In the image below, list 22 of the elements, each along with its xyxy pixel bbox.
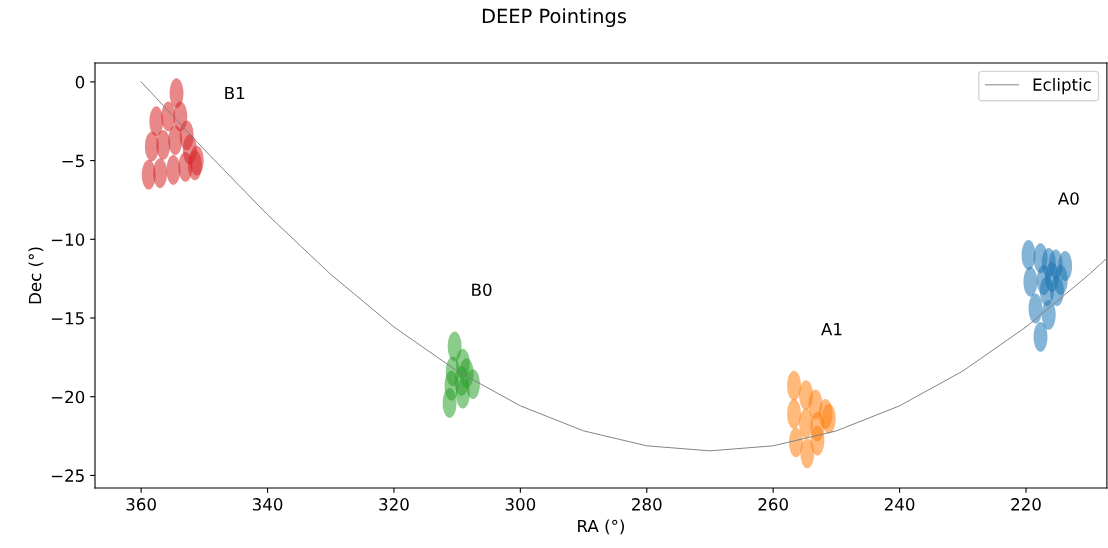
y-tick-label: −20 xyxy=(51,390,85,404)
x-axis-title: RA (°) xyxy=(578,519,624,535)
x-tick-label: 240 xyxy=(884,498,915,511)
text: B0 xyxy=(472,283,492,297)
text: A0 xyxy=(1057,192,1079,205)
y-tick-label: −25 xyxy=(51,469,84,482)
y-tick-label: −10 xyxy=(51,233,85,246)
legend-label: Ecliptic xyxy=(1033,78,1091,95)
x-tick-label: 300 xyxy=(505,498,536,511)
chart-title: DEEP Pointings xyxy=(482,8,627,28)
y-tick-label: −5 xyxy=(62,154,84,168)
y-axis-title: Dec (°) xyxy=(28,247,44,304)
text: A1 xyxy=(821,323,842,336)
x-tick-label: 320 xyxy=(379,498,409,511)
x-tick-label: 260 xyxy=(758,498,788,511)
y-tick-label: −15 xyxy=(51,312,84,325)
text: B1 xyxy=(225,86,245,100)
x-tick-label: 360 xyxy=(126,498,156,511)
x-tick-label: 280 xyxy=(632,498,662,511)
x-tick-label: 340 xyxy=(252,498,283,511)
x-tick-label: 220 xyxy=(1011,498,1041,511)
y-tick-label: 0 xyxy=(75,75,85,89)
